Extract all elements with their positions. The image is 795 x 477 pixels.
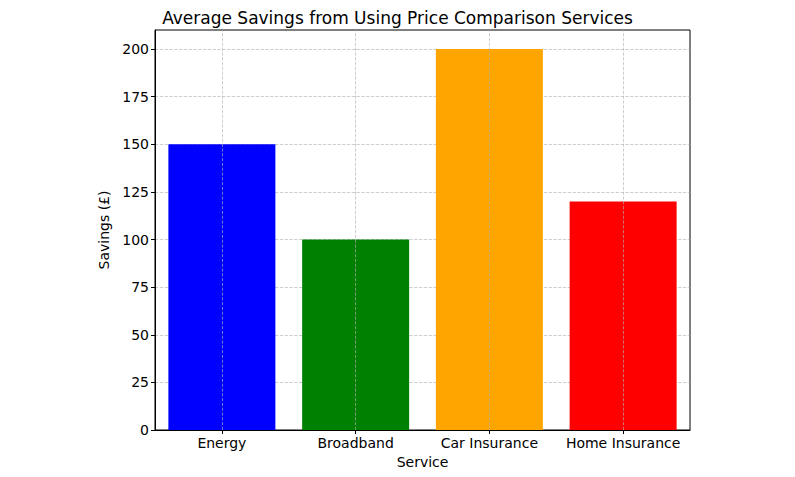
svg-text:75: 75 bbox=[131, 279, 149, 295]
svg-text:150: 150 bbox=[122, 136, 149, 152]
svg-text:Savings (£): Savings (£) bbox=[96, 191, 112, 270]
svg-text:125: 125 bbox=[122, 184, 149, 200]
svg-text:Energy: Energy bbox=[197, 435, 246, 451]
svg-text:Broadband: Broadband bbox=[317, 435, 393, 451]
svg-text:Home Insurance: Home Insurance bbox=[566, 435, 680, 451]
svg-text:50: 50 bbox=[131, 327, 149, 343]
svg-text:Average Savings from Using Pri: Average Savings from Using Price Compari… bbox=[162, 8, 633, 28]
svg-text:100: 100 bbox=[122, 232, 149, 248]
svg-text:Car Insurance: Car Insurance bbox=[441, 435, 538, 451]
svg-text:0: 0 bbox=[140, 422, 149, 438]
svg-text:25: 25 bbox=[131, 374, 149, 390]
svg-text:Service: Service bbox=[397, 454, 449, 470]
svg-text:200: 200 bbox=[122, 41, 149, 57]
svg-text:175: 175 bbox=[122, 89, 149, 105]
